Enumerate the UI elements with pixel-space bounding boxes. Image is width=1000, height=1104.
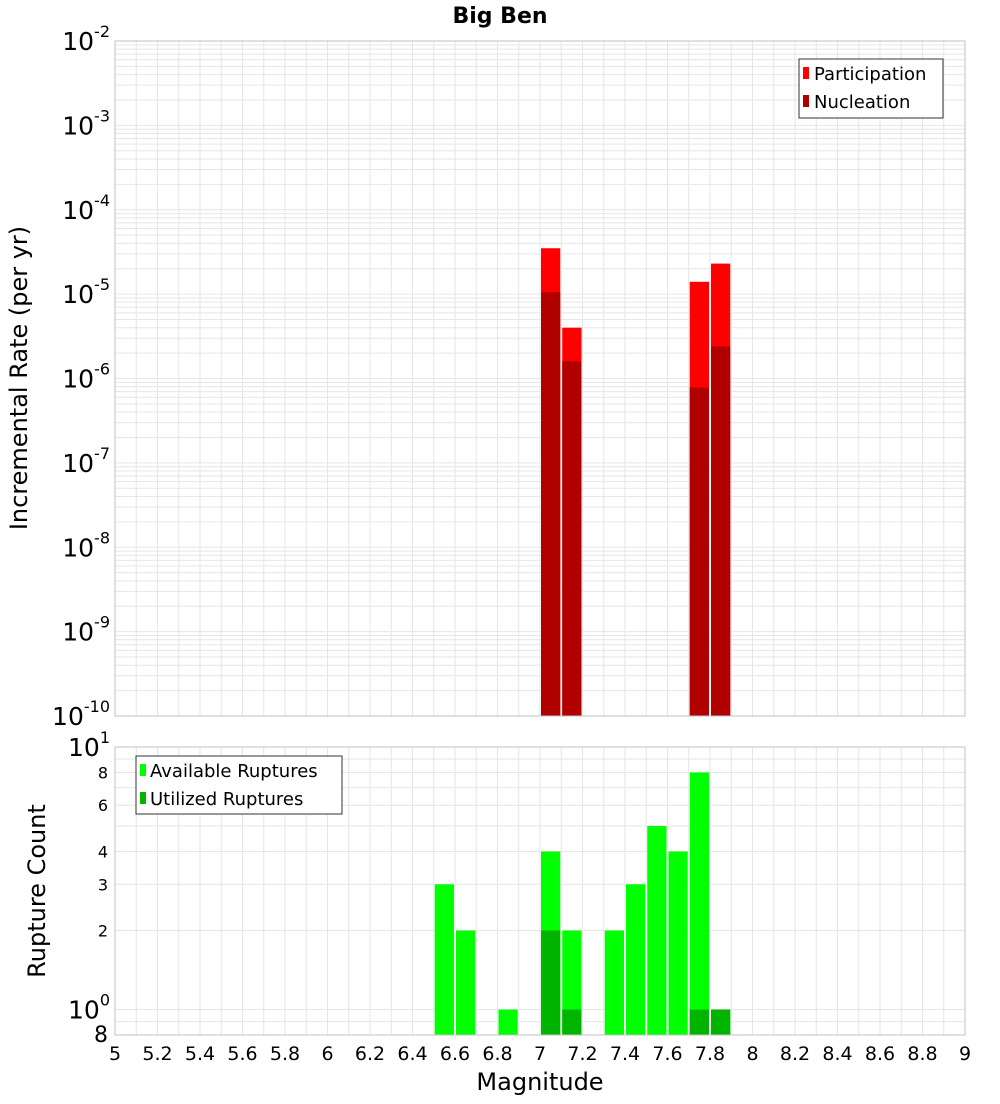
x-tick-label: 5.2 bbox=[142, 1043, 172, 1065]
bottom-y-tick-label: 6 bbox=[98, 796, 108, 815]
top-y-tick-label: 10-6 bbox=[62, 360, 110, 394]
legend-swatch-nucleation bbox=[803, 95, 809, 107]
bar-available-ruptures bbox=[668, 851, 688, 1035]
bar-nucleation bbox=[711, 346, 731, 716]
x-tick-label: 7.6 bbox=[652, 1043, 682, 1065]
x-tick-label: 8.6 bbox=[865, 1043, 895, 1065]
bar-available-ruptures bbox=[498, 1009, 518, 1035]
top-bars bbox=[541, 248, 731, 717]
bottom-y-tick-label: 8 bbox=[94, 1023, 108, 1048]
bar-utilized-ruptures bbox=[562, 1009, 582, 1035]
bar-nucleation bbox=[562, 361, 582, 716]
top-legend-box bbox=[798, 58, 944, 119]
bar-utilized-ruptures bbox=[541, 930, 561, 1035]
x-tick-label: 6.8 bbox=[482, 1043, 512, 1065]
x-tick-label: 7 bbox=[534, 1043, 546, 1065]
x-tick-label: 6.4 bbox=[397, 1043, 427, 1065]
x-tick-label: 5.8 bbox=[270, 1043, 300, 1065]
legend-label-utilized: Utilized Ruptures bbox=[150, 789, 303, 810]
x-tick-label: 5 bbox=[109, 1043, 121, 1065]
bottom-legend: Available Ruptures Utilized Ruptures bbox=[135, 755, 343, 815]
top-plot-frame bbox=[114, 40, 966, 717]
top-y-tick-label: 10-2 bbox=[62, 22, 110, 56]
bottom-legend-box bbox=[135, 755, 343, 815]
bar-available-ruptures bbox=[434, 884, 454, 1035]
x-tick-label: 7.4 bbox=[610, 1043, 640, 1065]
bar-available-ruptures bbox=[456, 930, 476, 1035]
bar-available-ruptures bbox=[604, 930, 624, 1035]
x-tick-label: 5.4 bbox=[185, 1043, 215, 1065]
legend-swatch-available bbox=[140, 764, 146, 776]
x-tick-label: 5.6 bbox=[227, 1043, 257, 1065]
x-axis-label: Magnitude bbox=[476, 1068, 603, 1096]
top-y-tick-label: 10-9 bbox=[62, 613, 110, 647]
bar-utilized-ruptures bbox=[711, 1009, 731, 1035]
top-legend: Participation Nucleation bbox=[798, 58, 944, 119]
top-y-ticks: 10-10 10-9 10-8 10-7 10-6 10-5 10-4 10-3 10-2 bbox=[52, 22, 110, 731]
bar-nucleation bbox=[689, 387, 709, 716]
bar-utilized-ruptures bbox=[689, 1009, 709, 1035]
top-grid bbox=[114, 41, 966, 717]
x-tick-label: 8 bbox=[746, 1043, 758, 1065]
bottom-y-tick-label: 2 bbox=[98, 922, 108, 941]
x-tick-label: 8.8 bbox=[907, 1043, 937, 1065]
top-y-tick-label: 10-4 bbox=[62, 191, 110, 225]
bottom-plot-frame bbox=[114, 746, 966, 1036]
legend-label-nucleation: Nucleation bbox=[814, 92, 910, 113]
legend-label-available: Available Ruptures bbox=[150, 761, 318, 782]
top-y-tick-label: 10-10 bbox=[52, 697, 110, 731]
top-y-tick-label: 10-5 bbox=[62, 275, 110, 309]
top-y-tick-label: 10-7 bbox=[62, 444, 110, 478]
legend-swatch-utilized bbox=[140, 792, 146, 804]
bottom-bars bbox=[434, 772, 731, 1035]
bar-available-ruptures bbox=[647, 826, 667, 1035]
chart-title: Big Ben bbox=[452, 4, 547, 29]
bottom-y-tick-label: 3 bbox=[98, 875, 108, 894]
bottom-y-tick-label: 100 bbox=[68, 991, 110, 1025]
top-y-tick-label: 10-3 bbox=[62, 106, 110, 140]
x-ticks: 5 5.2 5.4 5.6 5.8 6 6.2 6.4 6.6 6.8 7 7.2 7.4 7.6 7.8 8… bbox=[109, 1043, 971, 1065]
x-tick-label: 8.2 bbox=[780, 1043, 810, 1065]
x-tick-label: 6 bbox=[321, 1043, 333, 1065]
bar-nucleation bbox=[541, 292, 561, 716]
bottom-y-tick-label: 4 bbox=[98, 842, 108, 861]
top-y-tick-label: 10-8 bbox=[62, 528, 110, 562]
legend-label-participation: Participation bbox=[814, 64, 926, 85]
x-tick-label: 7.8 bbox=[695, 1043, 725, 1065]
bottom-y-tick-label: 8 bbox=[98, 763, 108, 782]
x-tick-label: 9 bbox=[959, 1043, 971, 1065]
bar-available-ruptures bbox=[689, 772, 709, 1035]
top-y-axis-label: Incremental Rate (per yr) bbox=[5, 226, 33, 530]
x-tick-label: 6.6 bbox=[440, 1043, 470, 1065]
x-tick-label: 6.2 bbox=[355, 1043, 385, 1065]
bar-available-ruptures bbox=[626, 884, 646, 1035]
bottom-y-axis-label: Rupture Count bbox=[23, 804, 51, 978]
bottom-y-tick-label: 101 bbox=[68, 728, 110, 762]
bar-available-ruptures bbox=[562, 930, 582, 1035]
x-tick-label: 8.4 bbox=[822, 1043, 852, 1065]
x-tick-label: 7.2 bbox=[567, 1043, 597, 1065]
legend-swatch-participation bbox=[803, 67, 809, 79]
